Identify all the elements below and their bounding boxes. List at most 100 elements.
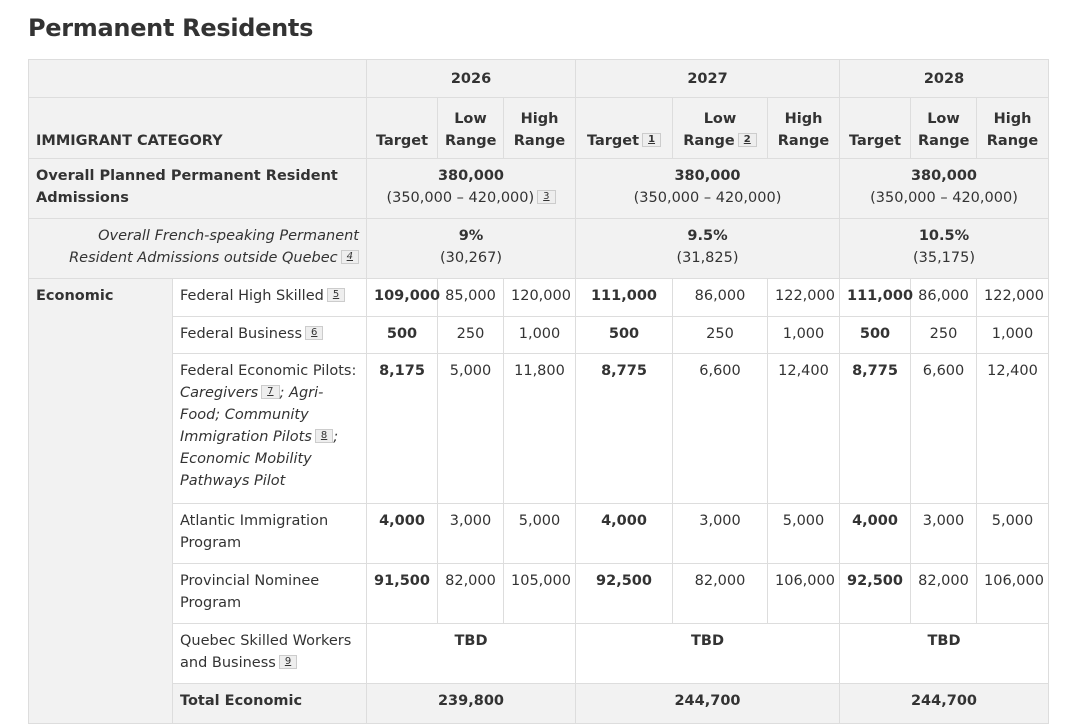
table-cell: 500 <box>839 316 911 354</box>
table-cell: 500 <box>575 316 673 354</box>
table-cell: 5,000 <box>976 503 1049 564</box>
table-cell: Federal High Skilled <box>180 288 324 304</box>
high-header: High Range <box>503 97 576 159</box>
year-header: 2028 <box>839 59 1049 98</box>
target-header: Target <box>839 97 911 159</box>
category-header: IMMIGRANT CATEGORY <box>28 97 367 159</box>
table-cell: 82,000 <box>910 563 977 624</box>
table-cell: 106,000 <box>976 563 1049 624</box>
table-cell: (350,000 – 420,000) <box>870 190 1018 206</box>
table-cell: Atlantic Immigration Program <box>172 503 367 564</box>
table-cell: 92,500 <box>575 563 673 624</box>
table-cell: 111,000 <box>575 278 673 317</box>
table-cell: 380,000 <box>910 168 978 184</box>
total-economic-row: Total Economic 239,800 244,700 244,700 <box>28 683 1049 724</box>
table-cell: 106,000 <box>767 563 840 624</box>
table-cell: 239,800 <box>366 683 576 724</box>
table-cell: 109,000 <box>366 278 440 317</box>
table-cell: 122,000 <box>767 278 840 317</box>
table-cell: Quebec Skilled Workers and Business <box>180 633 352 671</box>
footnote-link[interactable]: 5 <box>326 288 346 302</box>
low-header: Low Range 2 <box>672 97 768 159</box>
table-row: Federal Business 6 500 250 1,000 500 250 1,00… <box>29 316 1049 354</box>
table-cell: 1,000 <box>503 316 576 354</box>
table-cell: 9.5% <box>687 228 728 244</box>
table-cell: Federal Economic Pilots: <box>180 363 357 379</box>
table-cell: 1,000 <box>767 316 840 354</box>
high-header: High Range <box>976 97 1049 159</box>
quebec-row: Quebec Skilled Workers and Business 9 TBD… <box>29 623 1049 684</box>
high-header: High Range <box>767 97 840 159</box>
table-cell: 250 <box>672 316 768 354</box>
table-cell: 4,000 <box>575 503 673 564</box>
footnote-link[interactable]: 9 <box>278 655 298 669</box>
table-cell: 500 <box>366 316 438 354</box>
table-cell: 380,000 (350,000 – 420,000) 3 <box>366 158 576 219</box>
table-cell: 11,800 <box>503 353 576 504</box>
table-cell: (30,267) <box>439 250 503 266</box>
table-cell: Federal Business <box>180 326 303 342</box>
table-cell: 9% <box>458 228 484 244</box>
table-cell: 5,000 <box>767 503 840 564</box>
table-cell: 244,700 <box>575 683 840 724</box>
table-cell: 86,000 <box>910 278 977 317</box>
footnote-link[interactable]: 7 <box>261 385 280 399</box>
table-cell: 3,000 <box>910 503 977 564</box>
table-cell: (350,000 – 420,000) <box>386 190 535 206</box>
table-cell: 3,000 <box>437 503 504 564</box>
table-cell: 4,000 <box>839 503 911 564</box>
table-cell: 105,000 <box>503 563 576 624</box>
table-cell: 10.5% <box>918 228 970 244</box>
target-header: Target 1 <box>575 97 673 159</box>
table-cell: Low Range <box>683 111 737 149</box>
table-cell: 244,700 <box>839 683 1049 724</box>
table-row: Atlantic Immigration Program 4,000 3,000 5… <box>29 503 1049 564</box>
table-cell: 82,000 <box>437 563 504 624</box>
overall-label: Overall Planned Permanent Resident Admis… <box>28 158 367 219</box>
table-cell: 8,175 <box>366 353 438 504</box>
footnote-link[interactable]: 8 <box>314 429 334 443</box>
table-cell: 250 <box>437 316 504 354</box>
table-cell: Federal Economic Pilots: Caregivers 7; Ag… <box>172 353 367 504</box>
table-cell: 8,775 <box>839 353 911 504</box>
footnote-link[interactable]: 6 <box>305 326 324 340</box>
overall-row: Overall Planned Permanent Resident Admis… <box>28 158 1049 219</box>
year-header: 2027 <box>575 59 840 98</box>
low-header: Low Range <box>437 97 504 159</box>
table-cell: 85,000 <box>437 278 504 317</box>
table-row: Provincial Nominee Program 91,500 82,000 1… <box>29 563 1049 624</box>
footnote-link[interactable]: 3 <box>537 190 556 204</box>
target-header: Target <box>366 97 438 159</box>
footnote-link[interactable]: 4 <box>340 250 359 264</box>
table-cell: 111,000 <box>839 278 913 317</box>
table-cell: 380,000 <box>437 168 505 184</box>
table-cell: 8,775 <box>575 353 673 504</box>
year-header: 2026 <box>366 59 576 98</box>
page-title: Permanent Residents <box>28 14 314 42</box>
table-cell: Federal High Skilled 5 <box>172 278 367 317</box>
table-cell: 10.5% (35,175) <box>839 218 1049 279</box>
footnote-link[interactable]: 2 <box>737 133 757 147</box>
french-row: Overall French-speaking Permanent Reside… <box>28 218 1049 279</box>
table-cell: Federal Business 6 <box>172 316 367 354</box>
table-cell: TBD <box>366 623 576 684</box>
table-cell: Total Economic <box>172 683 367 724</box>
table-cell: ; Economic Mobility Pathways Pilot <box>180 429 339 489</box>
table-cell: 4,000 <box>366 503 438 564</box>
table-cell: Provincial Nominee Program <box>172 563 367 624</box>
table-cell: (31,825) <box>676 250 739 266</box>
table-row: Federal Economic Pilots: Caregivers 7; Ag… <box>29 353 1049 504</box>
table-cell: 122,000 <box>976 278 1049 317</box>
table-cell: 9% (30,267) <box>366 218 576 279</box>
table-cell: Quebec Skilled Workers and Business 9 <box>172 623 367 684</box>
table-cell: 9.5% (31,825) <box>575 218 840 279</box>
table-cell: 92,500 <box>839 563 911 624</box>
table-cell: Caregivers <box>180 385 259 401</box>
footnote-link[interactable]: 1 <box>642 133 662 147</box>
table-cell: 6,600 <box>910 353 977 504</box>
table-cell: (35,175) <box>912 250 976 266</box>
french-label: Overall French-speaking Permanent Reside… <box>28 218 367 279</box>
table-cell: Target <box>586 133 640 149</box>
table-cell: 12,400 <box>767 353 840 504</box>
table-cell: ; Agri-Food; Community Immigration Pilot… <box>180 385 324 445</box>
